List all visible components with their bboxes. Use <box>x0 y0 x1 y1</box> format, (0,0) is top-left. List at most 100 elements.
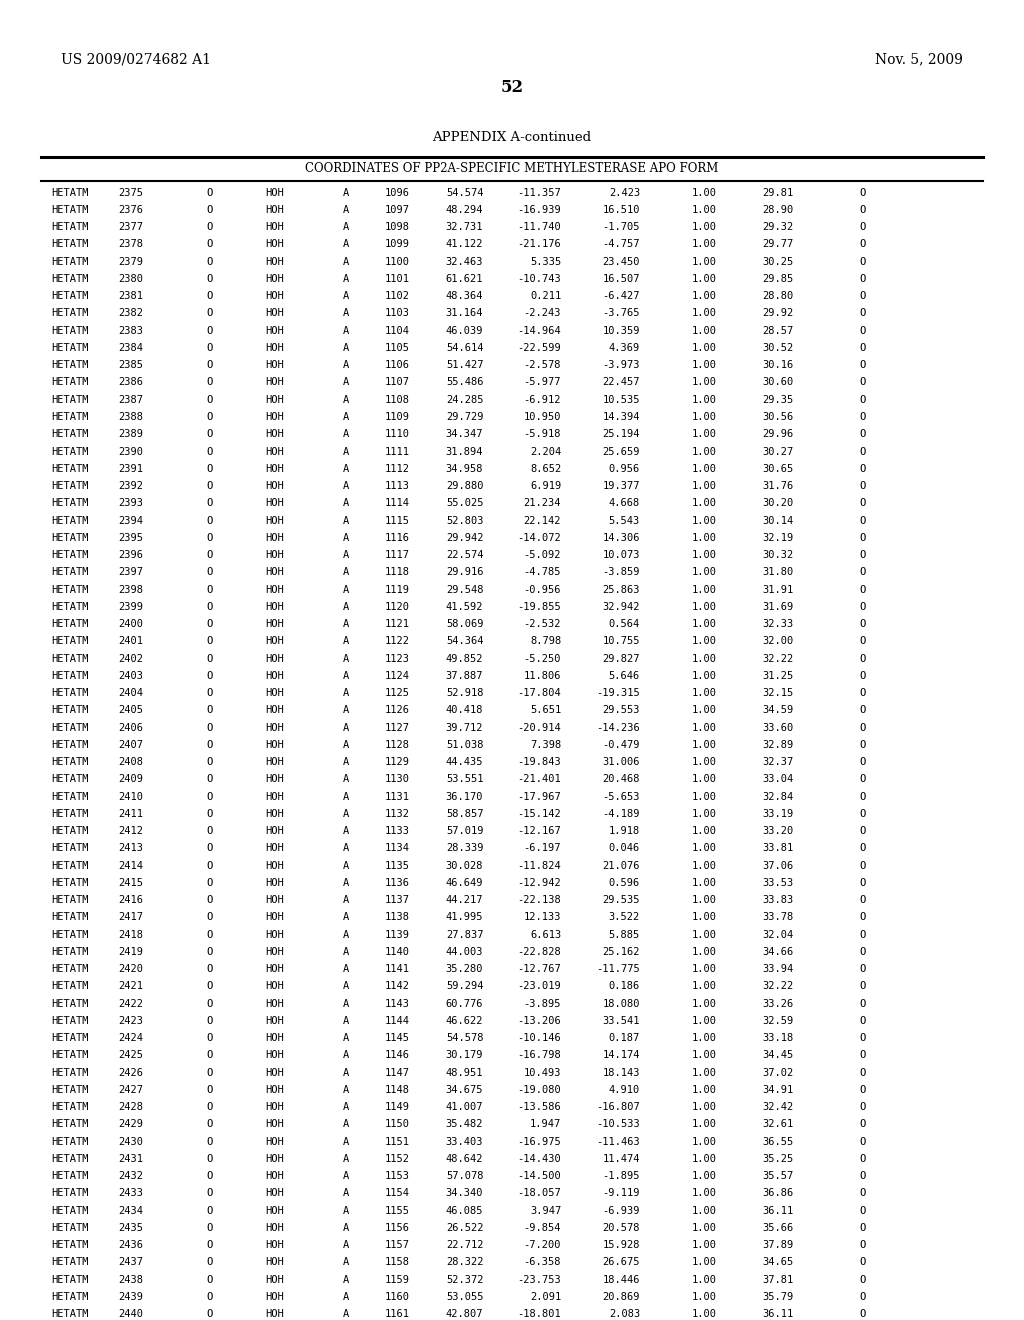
Text: 30.52: 30.52 <box>762 343 794 352</box>
Text: 1106: 1106 <box>385 360 410 370</box>
Text: HOH: HOH <box>265 360 284 370</box>
Text: 30.14: 30.14 <box>762 516 794 525</box>
Text: 1153: 1153 <box>385 1171 410 1181</box>
Text: 2407: 2407 <box>119 739 143 750</box>
Text: 0.211: 0.211 <box>529 292 561 301</box>
Text: O: O <box>207 412 213 422</box>
Text: O: O <box>207 429 213 440</box>
Text: -18.801: -18.801 <box>517 1309 561 1319</box>
Text: 36.86: 36.86 <box>762 1188 794 1199</box>
Text: 1.00: 1.00 <box>692 343 717 352</box>
Text: 34.958: 34.958 <box>445 463 483 474</box>
Text: 2417: 2417 <box>119 912 143 923</box>
Text: O: O <box>207 619 213 630</box>
Text: 20.869: 20.869 <box>602 1292 640 1302</box>
Text: 2381: 2381 <box>119 292 143 301</box>
Text: -9.854: -9.854 <box>523 1222 561 1233</box>
Text: 34.340: 34.340 <box>445 1188 483 1199</box>
Text: -0.956: -0.956 <box>523 585 561 594</box>
Text: HETATM: HETATM <box>51 1292 89 1302</box>
Text: 35.280: 35.280 <box>445 964 483 974</box>
Text: 2437: 2437 <box>119 1258 143 1267</box>
Text: HETATM: HETATM <box>51 239 89 249</box>
Text: -21.176: -21.176 <box>517 239 561 249</box>
Text: O: O <box>207 653 213 664</box>
Text: 30.32: 30.32 <box>762 550 794 560</box>
Text: HOH: HOH <box>265 1222 284 1233</box>
Text: 1138: 1138 <box>385 912 410 923</box>
Text: -11.740: -11.740 <box>517 222 561 232</box>
Text: -11.357: -11.357 <box>517 187 561 198</box>
Text: 1143: 1143 <box>385 999 410 1008</box>
Text: 30.16: 30.16 <box>762 360 794 370</box>
Text: A: A <box>343 671 349 681</box>
Text: 32.00: 32.00 <box>762 636 794 647</box>
Text: HETATM: HETATM <box>51 653 89 664</box>
Text: O: O <box>207 705 213 715</box>
Text: 44.003: 44.003 <box>445 946 483 957</box>
Text: 1.00: 1.00 <box>692 775 717 784</box>
Text: O: O <box>207 343 213 352</box>
Text: 1.00: 1.00 <box>692 412 717 422</box>
Text: O: O <box>207 222 213 232</box>
Text: 31.006: 31.006 <box>602 758 640 767</box>
Text: 32.84: 32.84 <box>762 792 794 801</box>
Text: A: A <box>343 550 349 560</box>
Text: 1.00: 1.00 <box>692 739 717 750</box>
Text: 2432: 2432 <box>119 1171 143 1181</box>
Text: 32.22: 32.22 <box>762 653 794 664</box>
Text: 37.89: 37.89 <box>762 1239 794 1250</box>
Text: HOH: HOH <box>265 775 284 784</box>
Text: HOH: HOH <box>265 1034 284 1043</box>
Text: 33.53: 33.53 <box>762 878 794 888</box>
Text: HOH: HOH <box>265 929 284 940</box>
Text: O: O <box>207 1068 213 1077</box>
Text: 33.18: 33.18 <box>762 1034 794 1043</box>
Text: 8.798: 8.798 <box>529 636 561 647</box>
Text: HOH: HOH <box>265 463 284 474</box>
Text: 1144: 1144 <box>385 1016 410 1026</box>
Text: 2433: 2433 <box>119 1188 143 1199</box>
Text: 51.427: 51.427 <box>445 360 483 370</box>
Text: 1.00: 1.00 <box>692 1154 717 1164</box>
Text: O: O <box>859 929 865 940</box>
Text: HETATM: HETATM <box>51 636 89 647</box>
Text: 52.372: 52.372 <box>445 1275 483 1284</box>
Text: 28.90: 28.90 <box>762 205 794 215</box>
Text: 0.046: 0.046 <box>608 843 640 853</box>
Text: 1137: 1137 <box>385 895 410 906</box>
Text: -12.767: -12.767 <box>517 964 561 974</box>
Text: 1120: 1120 <box>385 602 410 611</box>
Text: O: O <box>859 1222 865 1233</box>
Text: 22.457: 22.457 <box>602 378 640 388</box>
Text: 34.65: 34.65 <box>762 1258 794 1267</box>
Text: O: O <box>859 999 865 1008</box>
Text: 14.174: 14.174 <box>602 1051 640 1060</box>
Text: HOH: HOH <box>265 446 284 457</box>
Text: 35.79: 35.79 <box>762 1292 794 1302</box>
Text: HOH: HOH <box>265 395 284 405</box>
Text: 29.96: 29.96 <box>762 429 794 440</box>
Text: -2.243: -2.243 <box>523 309 561 318</box>
Text: 1.00: 1.00 <box>692 671 717 681</box>
Text: O: O <box>207 775 213 784</box>
Text: 1.00: 1.00 <box>692 446 717 457</box>
Text: O: O <box>859 1239 865 1250</box>
Text: A: A <box>343 705 349 715</box>
Text: O: O <box>207 843 213 853</box>
Text: 1123: 1123 <box>385 653 410 664</box>
Text: HETATM: HETATM <box>51 912 89 923</box>
Text: 1108: 1108 <box>385 395 410 405</box>
Text: 1.00: 1.00 <box>692 1102 717 1111</box>
Text: 1159: 1159 <box>385 1275 410 1284</box>
Text: O: O <box>859 1258 865 1267</box>
Text: -12.942: -12.942 <box>517 878 561 888</box>
Text: HOH: HOH <box>265 705 284 715</box>
Text: 2440: 2440 <box>119 1309 143 1319</box>
Text: HOH: HOH <box>265 861 284 871</box>
Text: 34.45: 34.45 <box>762 1051 794 1060</box>
Text: 2420: 2420 <box>119 964 143 974</box>
Text: 1.00: 1.00 <box>692 809 717 818</box>
Text: -5.250: -5.250 <box>523 653 561 664</box>
Text: 36.11: 36.11 <box>762 1205 794 1216</box>
